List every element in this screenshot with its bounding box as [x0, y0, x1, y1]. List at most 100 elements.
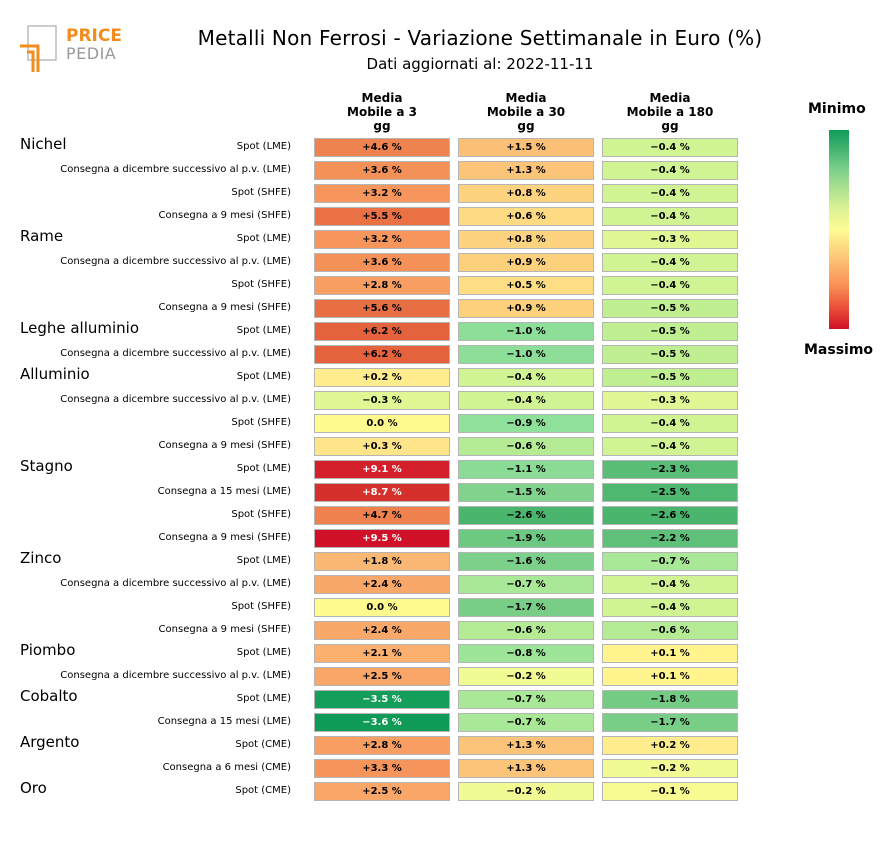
row-label: Consegna a 9 mesi (SHFE)	[158, 624, 291, 635]
heatmap-cell: +5.5 %	[314, 207, 450, 226]
heatmap-cell: +3.2 %	[314, 230, 450, 249]
heatmap-cell: −1.1 %	[458, 460, 594, 479]
logo-text-pedia: PEDIA	[66, 44, 116, 63]
row-label: Consegna a 15 mesi (LME)	[157, 716, 291, 727]
heatmap-cell: −0.4 %	[602, 414, 738, 433]
heatmap-cell: −0.4 %	[602, 437, 738, 456]
heatmap-cell: +6.2 %	[314, 345, 450, 364]
heatmap-cell: +3.3 %	[314, 759, 450, 778]
row-label: Spot (SHFE)	[231, 509, 291, 520]
heatmap-cell: −0.4 %	[458, 391, 594, 410]
column-header-line: gg	[661, 119, 679, 133]
heatmap-cell: +1.3 %	[458, 161, 594, 180]
heatmap-cell: 0.0 %	[314, 414, 450, 433]
heatmap-cell: +0.1 %	[602, 667, 738, 686]
row-label: Spot (SHFE)	[231, 279, 291, 290]
row-label: Spot (CME)	[235, 739, 291, 750]
column-header-line: Media	[505, 91, 547, 105]
heatmap-cell: +0.6 %	[458, 207, 594, 226]
heatmap-cell: +4.6 %	[314, 138, 450, 157]
row-label: Consegna a 6 mesi (CME)	[162, 762, 291, 773]
heatmap-cell: +0.9 %	[458, 299, 594, 318]
group-label: Alluminio	[20, 365, 90, 383]
heatmap-cell: −0.4 %	[602, 598, 738, 617]
row-label: Consegna a 9 mesi (SHFE)	[158, 302, 291, 313]
heatmap-cell: −1.7 %	[602, 713, 738, 732]
group-label: Stagno	[20, 457, 73, 475]
heatmap-cell: −1.5 %	[458, 483, 594, 502]
heatmap-cell: −0.6 %	[458, 621, 594, 640]
heatmap-cell: −0.2 %	[602, 759, 738, 778]
row-label: Consegna a 9 mesi (SHFE)	[158, 440, 291, 451]
logo-text-price: PRICE	[66, 26, 122, 46]
row-label: Spot (LME)	[236, 647, 291, 658]
heatmap-cell: +6.2 %	[314, 322, 450, 341]
row-label: Consegna a dicembre successivo al p.v. (…	[60, 670, 291, 681]
heatmap-cell: −3.5 %	[314, 690, 450, 709]
row-label: Spot (SHFE)	[231, 187, 291, 198]
heatmap-cell: −0.3 %	[314, 391, 450, 410]
row-label: Spot (LME)	[236, 233, 291, 244]
heatmap-cell: −0.7 %	[458, 713, 594, 732]
heatmap-cell: −2.3 %	[602, 460, 738, 479]
heatmap-cell: −0.4 %	[602, 253, 738, 272]
heatmap-cell: +0.9 %	[458, 253, 594, 272]
group-label: Rame	[20, 227, 64, 245]
heatmap-cell: −1.8 %	[602, 690, 738, 709]
heatmap-cell: −0.6 %	[602, 621, 738, 640]
group-label: Zinco	[20, 549, 62, 567]
group-label: Argento	[20, 733, 80, 751]
heatmap-cell: +0.5 %	[458, 276, 594, 295]
row-label: Spot (SHFE)	[231, 601, 291, 612]
heatmap-cell: +9.5 %	[314, 529, 450, 548]
heatmap-cell: +2.5 %	[314, 667, 450, 686]
heatmap-cell: +2.5 %	[314, 782, 450, 801]
column-header-ma3: Media Mobile a 3 gg	[314, 91, 450, 133]
group-label: Piombo	[20, 641, 76, 659]
heatmap-cell: 0.0 %	[314, 598, 450, 617]
heatmap-cell: −0.4 %	[602, 138, 738, 157]
heatmap-cell: −0.5 %	[602, 368, 738, 387]
row-label: Consegna a 9 mesi (SHFE)	[158, 210, 291, 221]
heatmap-cell: +4.7 %	[314, 506, 450, 525]
row-label: Consegna a dicembre successivo al p.v. (…	[60, 164, 291, 175]
heatmap-cell: +2.4 %	[314, 575, 450, 594]
group-label: Leghe alluminio	[20, 319, 140, 337]
heatmap-cell: +2.1 %	[314, 644, 450, 663]
heatmap-cell: −0.5 %	[602, 345, 738, 364]
chart-subtitle: Dati aggiornati al: 2022-11-11	[366, 55, 594, 73]
row-label: Consegna a 15 mesi (LME)	[157, 486, 291, 497]
heatmap-cell: +3.6 %	[314, 253, 450, 272]
heatmap-cell: +8.7 %	[314, 483, 450, 502]
heatmap-cell: −2.2 %	[602, 529, 738, 548]
heatmap-cell: +1.5 %	[458, 138, 594, 157]
row-label: Spot (LME)	[236, 463, 291, 474]
heatmap-cell: −0.9 %	[458, 414, 594, 433]
heatmap-cell: +3.6 %	[314, 161, 450, 180]
column-header-line: gg	[373, 119, 391, 133]
row-label: Consegna a dicembre successivo al p.v. (…	[60, 394, 291, 405]
pricepedia-logo: PRICE PEDIA	[20, 25, 122, 72]
heatmap-cell: +9.1 %	[314, 460, 450, 479]
heatmap-cell: +2.4 %	[314, 621, 450, 640]
heatmap-cell: −1.9 %	[458, 529, 594, 548]
legend-colorbar	[829, 130, 849, 329]
group-label: Cobalto	[20, 687, 78, 705]
heatmap-cell: −0.4 %	[602, 207, 738, 226]
heatmap-cell: −3.6 %	[314, 713, 450, 732]
heatmap-cell: +5.6 %	[314, 299, 450, 318]
legend-min-label: Minimo	[808, 101, 866, 117]
column-header-ma30: Media Mobile a 30 gg	[458, 91, 594, 133]
heatmap-cell: −1.0 %	[458, 345, 594, 364]
heatmap-cell: −0.7 %	[602, 552, 738, 571]
column-header-line: Mobile a 30	[486, 105, 566, 119]
heatmap-cell: −0.7 %	[458, 690, 594, 709]
heatmap-cell: −1.6 %	[458, 552, 594, 571]
column-header-line: Media	[649, 91, 691, 105]
heatmap-cell: −2.6 %	[602, 506, 738, 525]
heatmap-cell: −0.4 %	[458, 368, 594, 387]
heatmap-cell: +2.8 %	[314, 276, 450, 295]
column-header-ma180: Media Mobile a 180 gg	[602, 91, 738, 133]
heatmap-cell: −0.4 %	[602, 161, 738, 180]
